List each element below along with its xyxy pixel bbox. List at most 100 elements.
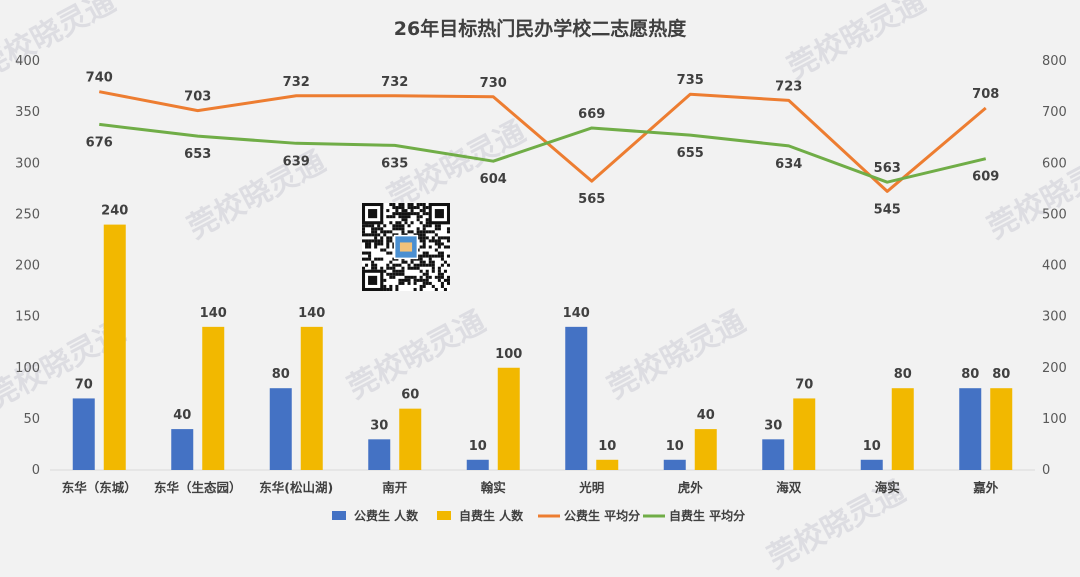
y-right-tick-label: 700 [1042,105,1067,120]
x-tick-label: 东华（东城） [62,480,137,495]
bar-data-label: 70 [795,377,813,392]
x-tick-label: 海实 [875,480,900,495]
y-left-tick-label: 350 [15,105,40,120]
bar-data-label: 10 [469,439,487,454]
chart-title: 26年目标热门民办学校二志愿热度 [393,18,687,40]
bar-public [171,429,194,470]
bar-public [269,388,292,470]
y-right-tick-label: 200 [1042,361,1067,376]
series-line-private-avg [99,122,987,184]
y-left-tick-label: 0 [32,463,40,478]
legend-label: 自费生 人数 [459,508,524,523]
bar-private [202,326,225,470]
x-tick-label: 东华（生态园） [154,480,242,495]
x-tick-label: 南开 [382,480,408,495]
line-data-label: 635 [381,156,408,171]
bar-data-label: 60 [401,388,419,403]
bar-data-label: 80 [272,367,290,382]
bar-data-label: 140 [298,306,325,321]
line-data-label: 708 [972,87,999,102]
line-data-label: 634 [775,157,802,172]
bar-data-label: 10 [666,439,684,454]
bar-data-label: 100 [495,347,522,362]
x-tick-label: 海双 [776,480,802,495]
y-right-tick-label: 600 [1042,156,1067,171]
bar-data-label: 10 [598,439,616,454]
bar-data-label: 140 [200,306,227,321]
bar-private [103,224,126,470]
y-right-tick-label: 0 [1042,463,1050,478]
y-right-tick-label: 400 [1042,259,1067,274]
y-left-tick-label: 200 [15,259,40,274]
bar-data-label: 40 [173,408,191,423]
y-right-tick-label: 100 [1042,412,1067,427]
y-left-tick-label: 250 [15,207,40,222]
line-data-label: 655 [677,146,704,161]
bar-private [694,429,717,470]
bar-data-label: 70 [75,377,93,392]
bar-private [793,398,816,470]
bar-public [663,459,686,470]
qr-code-icon [362,203,450,291]
line-data-label: 735 [677,73,704,88]
bar-private [300,326,323,470]
y-right-tick-label: 500 [1042,207,1067,222]
bar-data-label: 10 [863,439,881,454]
line-data-label: 639 [283,154,310,169]
bar-private [399,408,422,470]
bar-public [860,459,883,470]
bar-data-label: 30 [370,418,388,433]
bar-data-label: 30 [764,418,782,433]
legend-swatch [437,511,451,520]
y-right-tick-label: 800 [1042,54,1067,69]
bar-public [565,326,588,470]
x-tick-label: 光明 [578,480,604,495]
line-data-label: 545 [874,202,901,217]
bar-private [497,367,520,470]
y-left-tick-label: 300 [15,156,40,171]
legend-label: 自费生 平均分 [669,508,745,523]
bar-data-label: 40 [697,408,715,423]
bar-public [762,439,785,470]
line-data-label: 723 [775,79,802,94]
x-tick-label: 虎外 [678,480,704,495]
bar-public [72,398,95,470]
legend-label: 公费生 人数 [354,508,419,523]
line-data-label: 563 [874,161,901,176]
line-data-label: 604 [480,172,507,187]
line-data-label: 565 [578,192,605,207]
line-data-label: 669 [578,107,605,122]
legend-swatch [332,511,346,520]
line-data-label: 740 [86,71,113,86]
bar-public [959,388,982,470]
bar-private [596,459,619,470]
line-data-label: 703 [184,90,211,105]
line-data-label: 732 [381,75,408,90]
chart-svg: 0 50 100 150 200 250 300 350 400 0 100 200 300 400 500… [15,54,1067,523]
x-tick-label: 东华(松山湖) [259,480,333,495]
x-tick-label: 嘉外 [972,480,999,495]
y-left-tick-label: 100 [15,361,40,376]
bar-data-label: 140 [563,306,590,321]
y-left-tick-label: 150 [15,310,40,325]
bar-data-label: 80 [961,367,979,382]
bar-data-label: 80 [992,367,1010,382]
bar-data-label: 240 [101,204,128,219]
y-right-tick-label: 300 [1042,310,1067,325]
line-data-label: 730 [480,76,507,91]
bar-private [891,388,914,470]
x-tick-label: 翰实 [481,480,506,495]
legend-label: 公费生 平均分 [564,508,640,523]
bar-data-label: 80 [894,367,912,382]
line-data-label: 676 [86,135,113,150]
line-data-label: 609 [972,170,999,185]
line-data-label: 653 [184,147,211,162]
y-left-tick-label: 400 [15,54,40,69]
line-data-label: 732 [283,75,310,90]
bar-public [466,459,489,470]
bar-public [368,439,391,470]
series-line-public-avg [98,90,987,193]
bar-private [990,388,1013,470]
y-left-tick-label: 50 [23,412,40,427]
